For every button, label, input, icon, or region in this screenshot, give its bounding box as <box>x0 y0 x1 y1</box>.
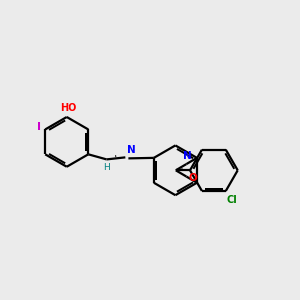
Text: H: H <box>103 164 110 172</box>
Text: O: O <box>189 172 198 182</box>
Text: HO: HO <box>61 103 77 113</box>
Text: Cl: Cl <box>227 195 238 205</box>
Text: N: N <box>183 151 192 160</box>
Text: I: I <box>37 122 41 132</box>
Text: N: N <box>127 145 136 155</box>
